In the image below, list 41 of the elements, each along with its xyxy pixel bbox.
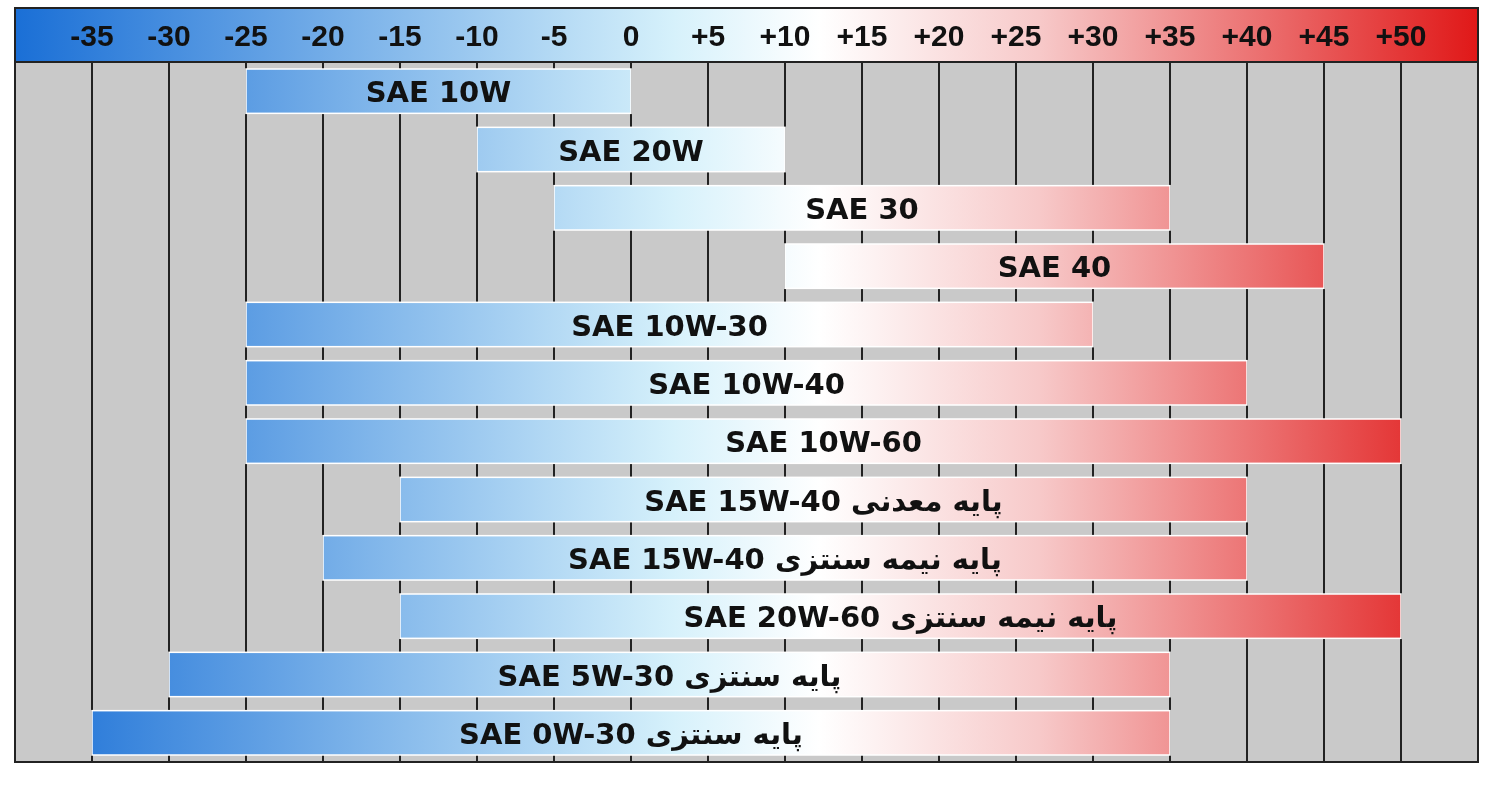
x-tick-label: -10: [455, 19, 499, 52]
y-tick-label: SAE 20W-60 پایه نیمه سنتزی: [683, 600, 1118, 636]
y-tick-label: SAE 5W-30 پایه سنتزی: [497, 658, 842, 694]
bar: [399, 593, 1402, 640]
y-tick-label: SAE 10W: [365, 75, 512, 110]
bar: [245, 301, 1094, 348]
y-tick-label: SAE 10W-60: [725, 425, 922, 460]
x-tick-label: +50: [1375, 19, 1427, 52]
x-tick-label: +45: [1298, 19, 1350, 52]
x-tick-label: +25: [990, 19, 1042, 52]
bar: [553, 184, 1171, 231]
x-tick-label: 0: [622, 19, 640, 52]
bar: [245, 418, 1402, 465]
x-tick-label: +5: [690, 19, 726, 52]
x-tick-label: +30: [1067, 19, 1119, 52]
y-tick-label: SAE 15W-40 پایه معدنی: [644, 483, 1003, 519]
x-tick-label: -20: [301, 19, 345, 52]
bar: [245, 359, 1248, 406]
x-tick-label: -5: [540, 19, 568, 52]
bar: [168, 651, 1171, 698]
y-tick-label: SAE 20W: [558, 133, 704, 168]
y-tick-label: SAE 15W-40 پایه نیمه سنتزی: [568, 541, 1002, 577]
bar: [322, 534, 1248, 581]
bar: [91, 709, 1171, 756]
x-tick-label: +20: [913, 19, 965, 52]
x-tick-label: +40: [1221, 19, 1273, 52]
x-tick-label: -30: [147, 19, 191, 52]
x-tick-label: +10: [759, 19, 811, 52]
bar: [399, 476, 1248, 523]
x-tick-label: -35: [70, 19, 114, 52]
y-tick-label: SAE 30: [805, 191, 919, 226]
y-tick-label: SAE 40: [997, 250, 1112, 285]
x-tick-label: -15: [378, 19, 422, 52]
x-tick-label: -25: [224, 19, 268, 52]
bar: [784, 243, 1325, 290]
x-tick-label: +35: [1144, 19, 1196, 52]
y-tick-label: SAE 0W-30 پایه سنتزی: [459, 716, 803, 752]
y-tick-label: SAE 10W-30: [571, 308, 768, 343]
y-tick-label: SAE 10W-40: [648, 366, 845, 401]
bar: [245, 68, 632, 115]
x-tick-label: +15: [836, 19, 888, 52]
